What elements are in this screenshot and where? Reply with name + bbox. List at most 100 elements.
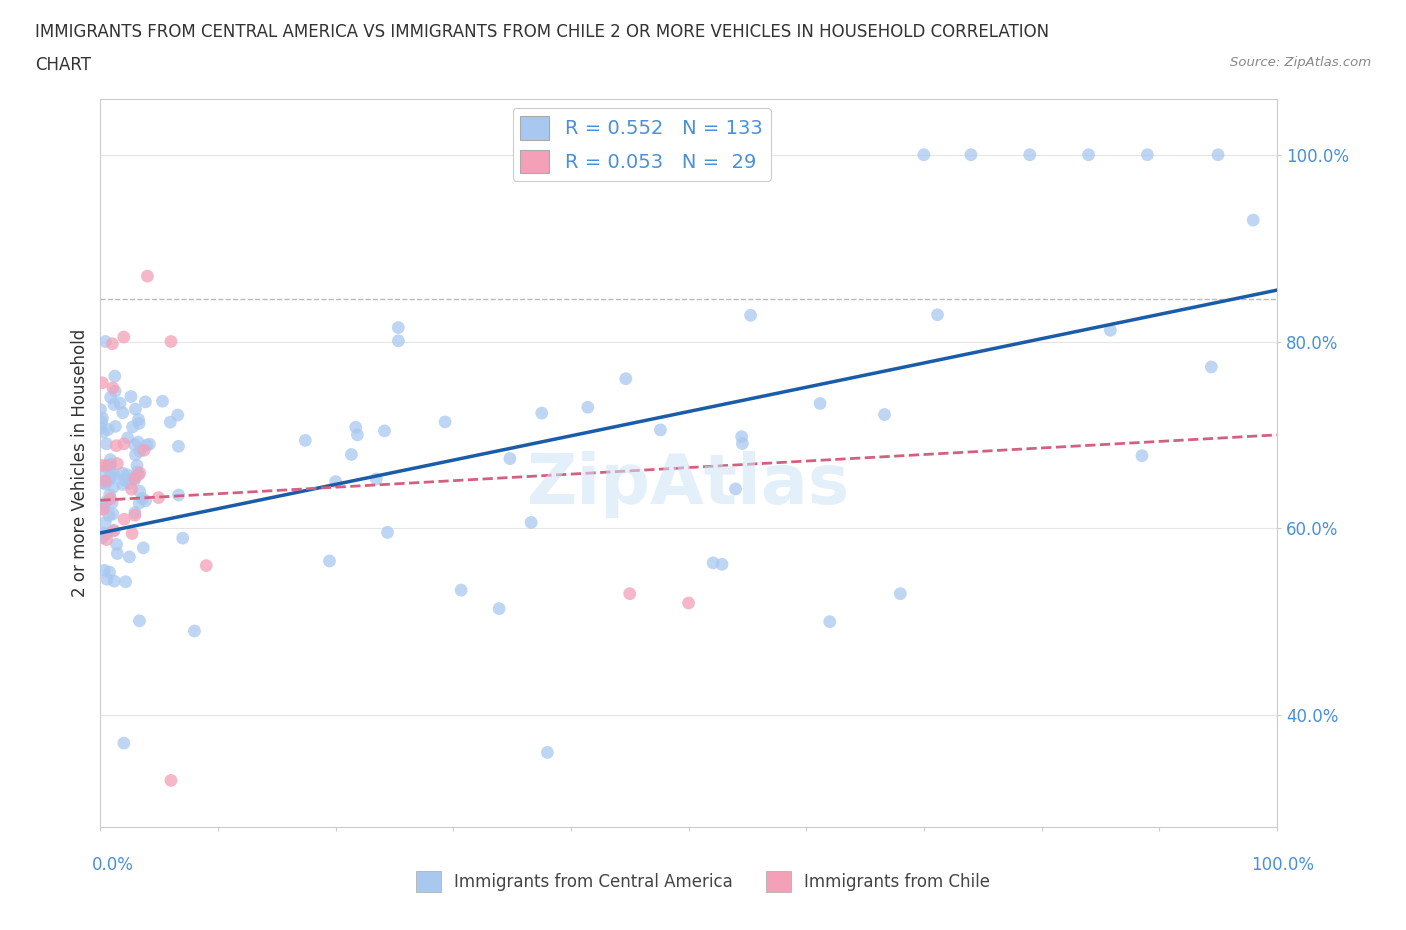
- Point: [104, 368, 127, 383]
- Point: [114, 575, 136, 590]
- Point: [136, 269, 159, 284]
- Point: [576, 400, 599, 415]
- Point: [912, 147, 935, 162]
- Point: [128, 416, 150, 431]
- Point: [488, 601, 510, 616]
- Point: [1130, 448, 1153, 463]
- Point: [101, 380, 124, 395]
- Point: [124, 505, 146, 520]
- Point: [124, 472, 146, 487]
- Point: [96, 473, 118, 488]
- Point: [103, 397, 125, 412]
- Point: [96, 459, 118, 474]
- Point: [111, 466, 134, 481]
- Point: [167, 487, 190, 502]
- Point: [614, 371, 637, 386]
- Point: [121, 482, 143, 497]
- Point: [94, 515, 117, 530]
- Point: [98, 472, 121, 487]
- Point: [124, 437, 146, 452]
- Point: [134, 394, 156, 409]
- Text: ZipAtlas: ZipAtlas: [527, 451, 851, 518]
- Point: [121, 419, 143, 434]
- Point: [100, 390, 122, 405]
- Point: [104, 384, 127, 399]
- Point: [499, 451, 522, 466]
- Point: [96, 572, 118, 587]
- Point: [138, 437, 160, 452]
- Point: [98, 458, 121, 473]
- Point: [731, 436, 754, 451]
- Point: [131, 491, 153, 506]
- Point: [103, 523, 125, 538]
- Point: [103, 574, 125, 589]
- Point: [619, 586, 641, 601]
- Point: [94, 498, 117, 512]
- Point: [346, 428, 368, 443]
- Point: [98, 565, 121, 579]
- Point: [98, 487, 121, 502]
- Point: [111, 405, 134, 420]
- Point: [889, 586, 911, 601]
- Point: [1241, 213, 1264, 228]
- Point: [128, 484, 150, 498]
- Point: [98, 508, 121, 523]
- Point: [128, 444, 150, 458]
- Point: [711, 557, 734, 572]
- Point: [678, 595, 700, 610]
- Point: [373, 423, 395, 438]
- Point: [112, 472, 135, 487]
- Point: [121, 471, 143, 485]
- Point: [93, 563, 115, 578]
- Point: [132, 443, 155, 458]
- Point: [128, 412, 150, 427]
- Point: [94, 466, 117, 481]
- Point: [90, 415, 112, 430]
- Point: [152, 393, 174, 408]
- Point: [101, 337, 124, 352]
- Point: [111, 477, 134, 492]
- Point: [97, 422, 120, 437]
- Point: [927, 307, 949, 322]
- Point: [124, 471, 146, 485]
- Point: [172, 531, 194, 546]
- Text: Source: ZipAtlas.com: Source: ZipAtlas.com: [1230, 56, 1371, 69]
- Point: [873, 407, 896, 422]
- Point: [100, 465, 122, 480]
- Point: [183, 624, 205, 639]
- Point: [104, 419, 127, 434]
- Point: [127, 434, 149, 449]
- Point: [1018, 147, 1040, 162]
- Point: [112, 736, 135, 751]
- Point: [148, 490, 170, 505]
- Point: [166, 407, 188, 422]
- Point: [120, 389, 142, 404]
- Point: [132, 540, 155, 555]
- Point: [724, 482, 747, 497]
- Point: [366, 472, 388, 486]
- Point: [91, 376, 114, 391]
- Point: [101, 507, 124, 522]
- Point: [105, 438, 128, 453]
- Text: IMMIGRANTS FROM CENTRAL AMERICA VS IMMIGRANTS FROM CHILE 2 OR MORE VEHICLES IN H: IMMIGRANTS FROM CENTRAL AMERICA VS IMMIG…: [35, 23, 1049, 41]
- Y-axis label: 2 or more Vehicles in Household: 2 or more Vehicles in Household: [72, 329, 89, 597]
- Point: [90, 420, 112, 435]
- Point: [650, 422, 672, 437]
- Point: [115, 467, 138, 482]
- Point: [103, 468, 125, 483]
- Point: [89, 402, 111, 417]
- Legend: R = 0.552   N = 133, R = 0.053   N =  29: R = 0.552 N = 133, R = 0.053 N = 29: [513, 109, 770, 181]
- Point: [730, 430, 752, 445]
- Point: [98, 452, 121, 467]
- Point: [740, 308, 762, 323]
- Point: [93, 425, 115, 440]
- Point: [434, 415, 457, 430]
- Point: [108, 395, 131, 410]
- Point: [96, 436, 118, 451]
- Point: [1201, 360, 1223, 375]
- Point: [118, 476, 141, 491]
- Point: [702, 555, 724, 570]
- Point: [160, 773, 183, 788]
- Point: [450, 583, 472, 598]
- Legend: Immigrants from Central America, Immigrants from Chile: Immigrants from Central America, Immigra…: [409, 865, 997, 898]
